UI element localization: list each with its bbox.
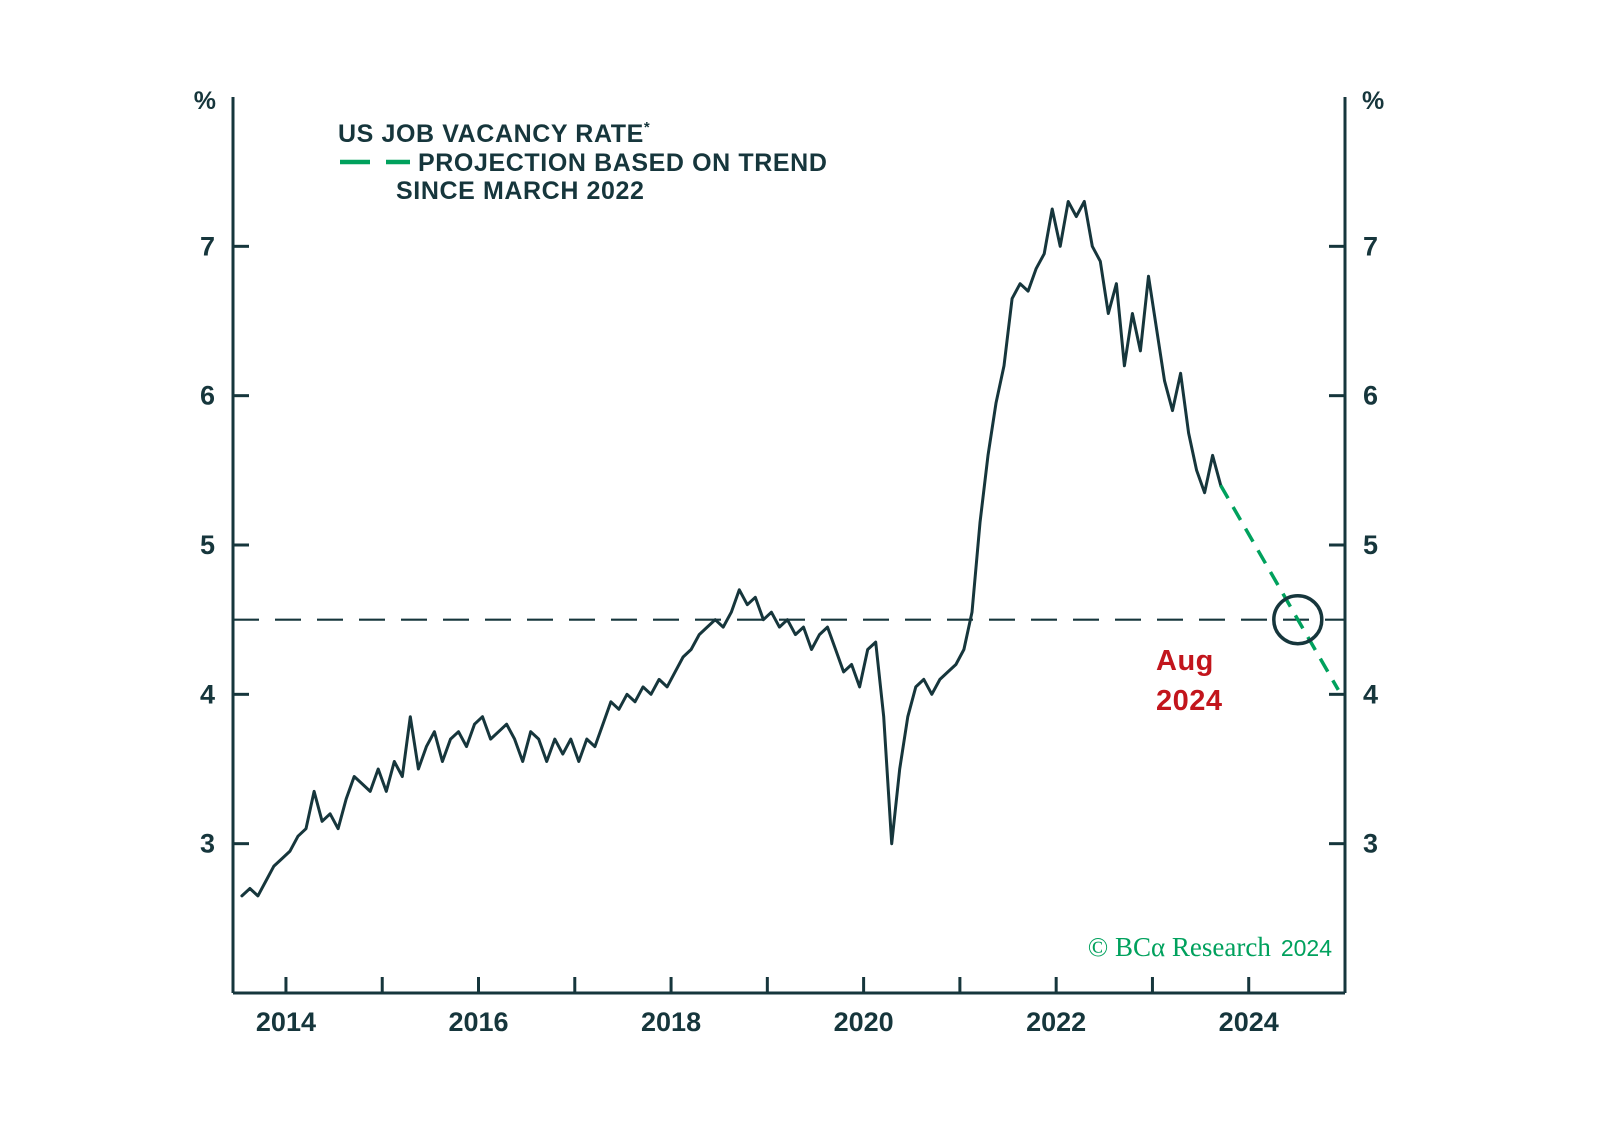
y-tick-label-right: 3 <box>1363 829 1378 859</box>
y-tick-label-right: 6 <box>1363 381 1378 411</box>
chart-title-text: US JOB VACANCY RATE <box>338 120 644 148</box>
series-group <box>240 200 1340 898</box>
x-tick-label: 2014 <box>256 1007 316 1037</box>
y-tick-label-left: 3 <box>200 829 215 859</box>
y-tick-label-left: 7 <box>200 231 215 261</box>
aug-2024-highlight-circle <box>1272 593 1324 646</box>
legend-label-line1: PROJECTION BASED ON TREND <box>418 149 827 177</box>
y-tick-label-left: 6 <box>200 381 215 411</box>
x-tick-label: 2016 <box>448 1007 508 1037</box>
x-tick-label: 2018 <box>641 1007 701 1037</box>
y-tick-label-right: 5 <box>1363 530 1378 560</box>
chart-title: US JOB VACANCY RATE* <box>338 119 650 148</box>
y-tick-label-right: 7 <box>1363 231 1378 261</box>
y-unit-left: % <box>194 87 216 115</box>
attribution-brand: © BCα Research <box>1088 932 1272 962</box>
aug-2024-label-line1: Aug <box>1156 645 1214 677</box>
x-tick-label: 2024 <box>1219 1007 1279 1037</box>
vacancy-rate-line <box>240 200 1223 898</box>
highlight-group <box>1272 593 1324 646</box>
x-tick-label: 2020 <box>834 1007 894 1037</box>
attribution: © BCα Research 2024 <box>1088 932 1332 962</box>
y-unit-right: % <box>1362 87 1384 115</box>
attribution-year: 2024 <box>1281 935 1332 961</box>
y-tick-label-left: 4 <box>200 679 215 709</box>
y-tick-label-right: 4 <box>1363 679 1378 709</box>
aug-2024-label-line2: 2024 <box>1156 685 1223 717</box>
x-tick-label: 2022 <box>1026 1007 1086 1037</box>
projection-line <box>1219 484 1340 691</box>
y-tick-label-left: 5 <box>200 530 215 560</box>
axes: 3 3 4 4 5 5 6 6 7 7 2014 2016 2018 2020 2022 2024 <box>200 97 1378 1037</box>
chart-title-footnote-star: * <box>644 119 650 136</box>
legend-label-line2: SINCE MARCH 2022 <box>396 177 645 205</box>
